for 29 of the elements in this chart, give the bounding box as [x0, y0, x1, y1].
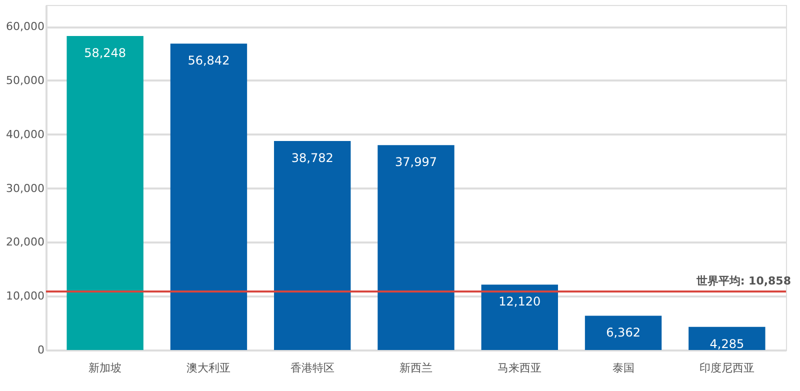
x-tick-label: 印度尼西亚	[699, 362, 754, 374]
y-tick-label: 0	[38, 344, 44, 356]
ref-line-label: 世界平均: 10,858	[695, 274, 791, 288]
x-tick-label: 香港特区	[290, 362, 334, 374]
y-tick-label: 50,000	[6, 74, 44, 87]
bar	[584, 316, 662, 350]
x-tick-label: 新加坡	[88, 362, 122, 374]
bar	[66, 36, 144, 350]
data-label: 12,120	[498, 294, 541, 309]
y-tick-label: 60,000	[6, 20, 44, 34]
x-tick-label: 泰国	[612, 362, 634, 374]
data-label: 6,362	[606, 326, 640, 340]
y-tick-label: 30,000	[6, 182, 44, 195]
x-tick-label: 马来西亚	[498, 362, 542, 374]
bar	[170, 44, 248, 350]
bar	[688, 326, 766, 350]
y-tick-label: 20,000	[6, 236, 44, 249]
y-tick-label: 10,000	[6, 290, 44, 303]
bar	[378, 145, 454, 350]
x-tick-label: 新西兰	[400, 362, 432, 374]
x-tick-label: 澳大利亚	[186, 362, 231, 374]
data-label: 4,285	[710, 336, 744, 351]
data-label: 37,997	[395, 155, 437, 170]
y-tick-label: 40,000	[6, 128, 44, 141]
data-label: 58,248	[84, 46, 126, 60]
data-label: 38,782	[291, 150, 334, 165]
data-label: 56,842	[188, 54, 230, 68]
bar	[481, 284, 558, 350]
bar	[274, 140, 351, 350]
